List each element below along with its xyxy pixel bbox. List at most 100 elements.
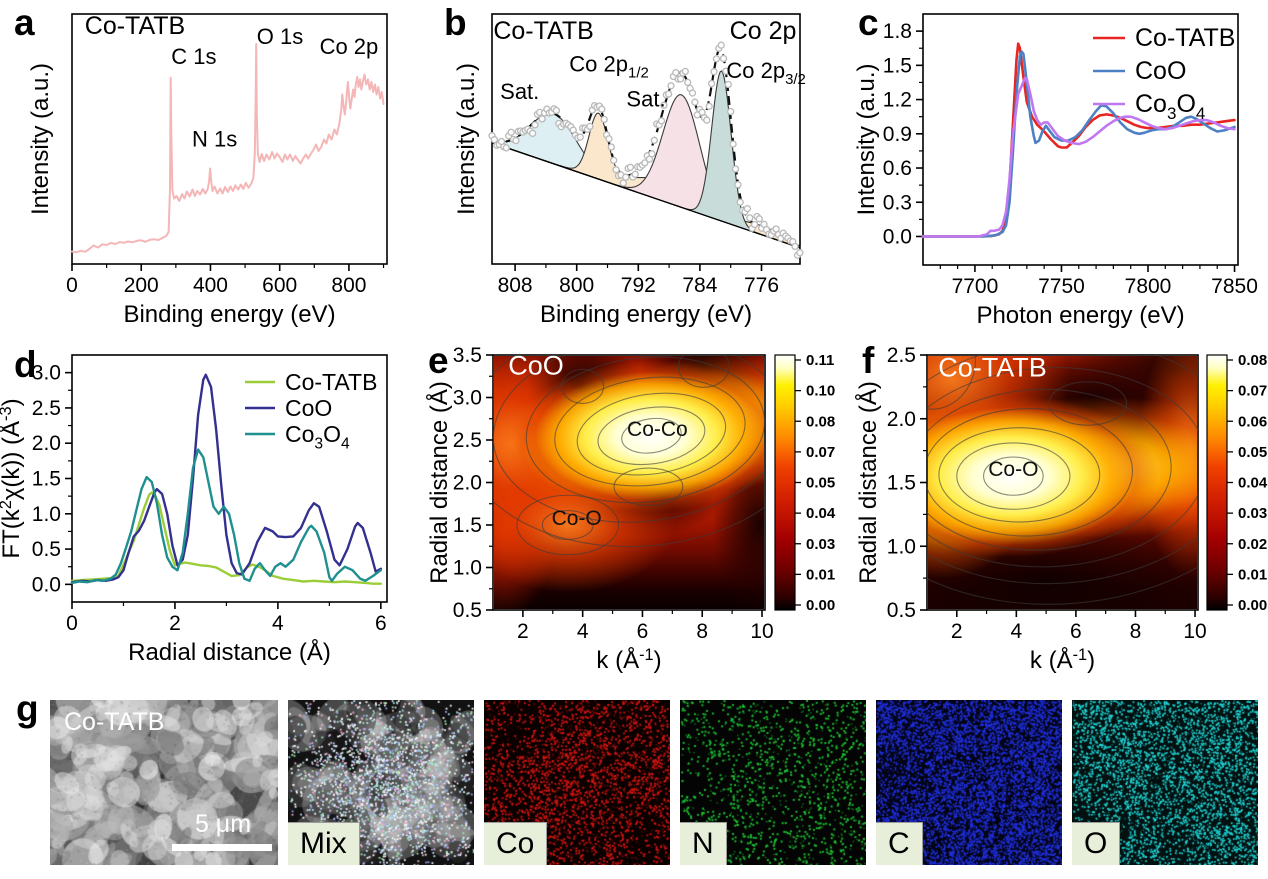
svg-text:600: 600 [262, 274, 297, 297]
panel-letter-g: g [16, 688, 39, 729]
svg-text:7850: 7850 [1211, 275, 1258, 298]
svg-text:Co-O: Co-O [552, 507, 602, 530]
svg-text:Co 2p: Co 2p [320, 34, 379, 59]
svg-text:Co 2p1/2: Co 2p1/2 [569, 52, 649, 82]
svg-text:Radial distance (Å): Radial distance (Å) [425, 381, 453, 584]
svg-text:2.5: 2.5 [32, 397, 61, 420]
svg-text:6: 6 [1070, 620, 1082, 643]
svg-text:0.02: 0.02 [1238, 536, 1267, 553]
panel-letter-a: a [14, 2, 35, 43]
svg-text:0.6: 0.6 [883, 157, 912, 180]
svg-text:O 1s: O 1s [257, 24, 303, 49]
svg-text:Sat.: Sat. [626, 87, 665, 112]
svg-text:k (Å-1): k (Å-1) [596, 646, 661, 674]
svg-text:Co-TATB: Co-TATB [938, 353, 1047, 383]
svg-text:C 1s: C 1s [171, 44, 216, 69]
svg-text:0.03: 0.03 [1238, 505, 1267, 522]
svg-text:1.5: 1.5 [887, 472, 916, 495]
svg-text:800: 800 [559, 274, 594, 297]
map-label-n: N [680, 822, 727, 865]
svg-text:Intensity (a.u.): Intensity (a.u.) [27, 63, 54, 215]
svg-text:CoO: CoO [1135, 57, 1186, 85]
panel-letter-c: c [858, 2, 879, 43]
svg-text:0.05: 0.05 [1238, 444, 1267, 461]
svg-text:2.0: 2.0 [887, 408, 916, 431]
svg-text:CoO: CoO [508, 351, 564, 381]
svg-text:Co3O4: Co3O4 [285, 421, 350, 452]
exafs-ft-chart: 0 2 4 6 0.0 0.5 1.0 1.5 2.0 2.5 3.0 Radial distance… [0, 354, 388, 666]
svg-text:2: 2 [951, 620, 963, 643]
svg-text:800: 800 [331, 274, 366, 297]
svg-text:Co3O4: Co3O4 [1135, 90, 1205, 123]
eds-map-n: N [680, 700, 866, 865]
svg-text:8: 8 [696, 620, 708, 643]
svg-text:Radial distance (Å): Radial distance (Å) [128, 638, 331, 666]
svg-text:1.2: 1.2 [883, 89, 912, 112]
svg-text:0.03: 0.03 [806, 536, 835, 553]
svg-text:6: 6 [637, 620, 649, 643]
svg-text:0.01: 0.01 [806, 566, 835, 583]
svg-text:0.07: 0.07 [1238, 383, 1267, 400]
svg-text:2.5: 2.5 [453, 429, 482, 452]
svg-text:Co-Co: Co-Co [627, 418, 688, 441]
svg-text:Co-TATB: Co-TATB [493, 17, 593, 45]
svg-text:Binding energy (eV): Binding energy (eV) [123, 301, 335, 328]
svg-text:0.08: 0.08 [806, 413, 835, 430]
svg-text:0.0: 0.0 [32, 573, 61, 596]
svg-text:0.3: 0.3 [883, 191, 912, 214]
svg-text:CoO: CoO [285, 395, 332, 421]
svg-text:0: 0 [66, 274, 78, 297]
svg-text:1.5: 1.5 [453, 514, 482, 537]
svg-text:400: 400 [193, 274, 228, 297]
svg-text:1.8: 1.8 [883, 20, 912, 43]
svg-text:1.5: 1.5 [883, 54, 912, 77]
svg-text:0.04: 0.04 [806, 505, 836, 522]
svg-text:Intensity (a.u.): Intensity (a.u.) [853, 63, 880, 215]
svg-text:4: 4 [272, 612, 284, 635]
scale-bar [172, 844, 272, 851]
svg-text:0.0: 0.0 [883, 225, 912, 248]
xps-survey-chart: 0 200 400 600 800 Binding energy (eV) Intensit… [27, 12, 388, 328]
svg-text:k (Å-1): k (Å-1) [1030, 646, 1095, 674]
eds-map-mix: Mix [288, 700, 474, 865]
svg-text:Co-TATB: Co-TATB [285, 369, 377, 395]
eds-map-o: O [1072, 700, 1258, 865]
scale-bar-label: 5 μm [194, 810, 252, 838]
map-label-mix: Mix [288, 822, 360, 865]
panel-letter-e: e [428, 340, 449, 381]
svg-text:2: 2 [517, 620, 529, 643]
svg-text:6: 6 [375, 612, 387, 635]
svg-text:Co 2p3/2: Co 2p3/2 [726, 58, 806, 88]
svg-text:1.5: 1.5 [32, 468, 61, 491]
wavelet-heatmap-co-tatb [928, 356, 1197, 609]
svg-text:FT(k2χ(k)) (Å-3): FT(k2χ(k)) (Å-3) [0, 398, 25, 558]
svg-text:784: 784 [682, 274, 717, 297]
svg-text:Binding energy (eV): Binding energy (eV) [540, 301, 752, 328]
svg-text:Intensity (a.u.): Intensity (a.u.) [453, 63, 480, 215]
map-label-co: Co [484, 822, 548, 865]
svg-text:0.5: 0.5 [453, 599, 482, 622]
svg-text:N 1s: N 1s [192, 127, 237, 152]
svg-text:Co 2p: Co 2p [730, 17, 797, 45]
svg-text:0.5: 0.5 [32, 538, 61, 561]
svg-text:10: 10 [750, 620, 773, 643]
svg-text:10: 10 [1183, 620, 1206, 643]
map-label-o: O [1072, 822, 1121, 865]
svg-text:4: 4 [1010, 620, 1022, 643]
svg-text:3.5: 3.5 [453, 344, 482, 367]
svg-text:0.01: 0.01 [1238, 566, 1267, 583]
svg-text:0.00: 0.00 [1238, 597, 1267, 614]
svg-text:2.5: 2.5 [887, 344, 916, 367]
map-label-c: C [876, 822, 923, 865]
xps-co2p-fit-chart: 808 800 792 784 776 Binding energy (eV) Intens… [453, 13, 806, 328]
wavelet-coo-chart: 2 4 6 8 10 0.5 1.0 1.5 2.0 2.5 3.0 3.5 k (Å-1) Radial… [425, 344, 836, 674]
sem-image: Co-TATB 5 μm [50, 700, 278, 865]
svg-text:Co-TATB: Co-TATB [1135, 24, 1235, 52]
svg-text:Radial distance (Å): Radial distance (Å) [854, 381, 882, 584]
svg-text:Co-O: Co-O [988, 458, 1038, 481]
svg-text:Photon energy (eV): Photon energy (eV) [976, 302, 1184, 329]
sem-sample-label: Co-TATB [64, 708, 165, 736]
svg-text:0: 0 [66, 612, 78, 635]
svg-text:3.0: 3.0 [32, 362, 61, 385]
